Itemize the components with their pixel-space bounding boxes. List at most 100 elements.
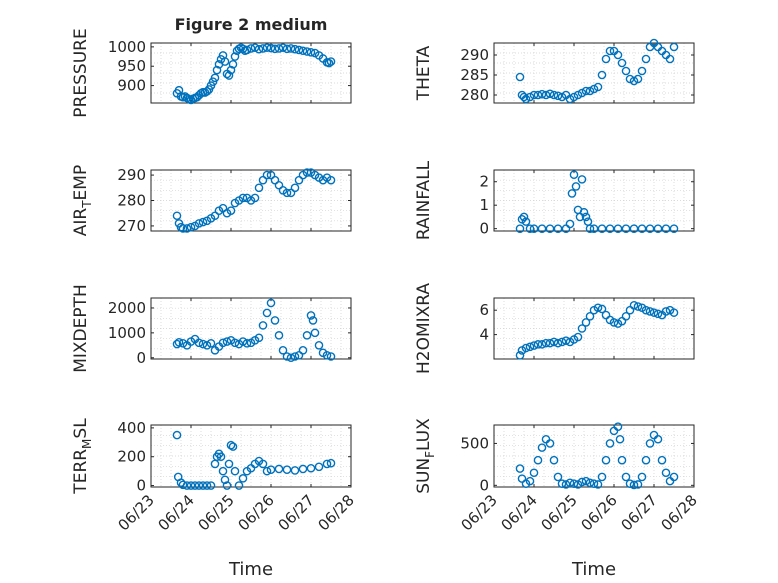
x-tick-label: 06/26 — [235, 491, 278, 534]
data-point — [270, 316, 280, 325]
data-point — [222, 337, 232, 346]
y-tick-label: 0 — [136, 349, 146, 367]
data-point — [633, 74, 643, 84]
data-point — [222, 481, 232, 490]
y-tick-label: 1000 — [108, 38, 146, 56]
data-point — [581, 86, 591, 96]
data-point — [515, 351, 525, 360]
data-point — [172, 339, 182, 349]
data-point — [533, 340, 543, 349]
x-tick-label: 06/28 — [315, 491, 358, 534]
data-point — [557, 92, 567, 102]
data-point — [322, 459, 332, 469]
data-point — [553, 224, 563, 233]
data-point — [637, 224, 647, 233]
x-tick-label: 06/23 — [115, 491, 158, 534]
data-point — [601, 455, 611, 465]
subplot-5: 0 1000 2000 MIXDEPTH — [71, 284, 352, 373]
data-point — [669, 224, 679, 233]
y-axis-label: RAINFALL — [414, 160, 434, 240]
data-point — [278, 43, 288, 52]
data-point — [581, 212, 591, 222]
series-points — [515, 301, 679, 360]
data-point — [322, 350, 332, 360]
data-point — [274, 44, 284, 53]
data-point — [525, 342, 535, 352]
data-point — [553, 91, 563, 101]
data-point — [202, 87, 212, 96]
data-point — [206, 339, 216, 348]
data-point — [230, 338, 240, 348]
data-point — [545, 439, 555, 448]
data-point — [593, 303, 603, 313]
data-point — [613, 422, 623, 431]
data-point — [258, 321, 268, 330]
data-point — [549, 337, 559, 347]
data-point — [178, 224, 188, 233]
data-point — [224, 71, 234, 80]
y-tick-label: 4 — [479, 326, 489, 344]
data-point — [515, 224, 525, 233]
data-point — [326, 175, 336, 185]
data-point — [310, 328, 320, 338]
y-tick-label: 0 — [479, 476, 489, 494]
data-point — [537, 340, 547, 349]
data-point — [665, 476, 675, 486]
data-point — [565, 219, 575, 229]
subplot-3: 270 280 290 AIRTEMP — [71, 165, 352, 236]
data-point — [250, 193, 260, 203]
data-point — [278, 345, 288, 355]
axes-box — [493, 42, 695, 104]
data-point — [645, 439, 655, 448]
data-point — [282, 44, 292, 54]
data-point — [645, 307, 655, 316]
data-point — [629, 480, 639, 490]
data-point — [220, 57, 230, 66]
data-point — [250, 43, 260, 52]
data-point — [657, 455, 667, 465]
data-point — [525, 476, 535, 486]
y-axis-label: SUNFLUX — [414, 418, 437, 494]
data-point — [553, 472, 563, 482]
data-point — [641, 305, 651, 315]
data-point — [561, 336, 571, 346]
data-point — [597, 304, 607, 314]
data-point — [326, 352, 336, 361]
data-point — [314, 341, 324, 350]
y-tick-label: 290 — [117, 166, 146, 184]
data-point — [290, 183, 300, 193]
data-point — [579, 207, 589, 217]
data-point — [637, 66, 647, 76]
y-tick-label: 0 — [136, 477, 146, 495]
data-point — [529, 90, 539, 100]
data-point — [541, 434, 551, 444]
y-tick-label: 1000 — [108, 324, 146, 342]
data-point — [585, 478, 595, 488]
x-tick-label: 06/25 — [538, 491, 581, 534]
data-point — [669, 472, 679, 482]
data-point — [521, 94, 531, 104]
data-point — [561, 480, 571, 489]
data-point — [302, 47, 312, 56]
data-point — [589, 479, 599, 488]
series-points — [172, 168, 336, 233]
data-point — [521, 217, 531, 226]
y-axis-label: TERRMSL — [71, 418, 94, 495]
y-tick-label: 2000 — [108, 299, 146, 317]
data-point — [190, 481, 200, 490]
data-point — [653, 434, 663, 444]
data-point — [629, 301, 639, 310]
data-point — [254, 44, 264, 54]
data-point — [577, 477, 587, 487]
data-point — [545, 89, 555, 99]
axes-box — [150, 42, 352, 104]
data-point — [585, 86, 595, 96]
y-axis-label: H2OMIXRA — [414, 283, 434, 374]
data-point — [625, 74, 635, 84]
x-axis-label-left: Time — [228, 559, 273, 580]
grid — [151, 425, 351, 487]
data-point — [515, 72, 525, 82]
data-point — [294, 45, 304, 55]
